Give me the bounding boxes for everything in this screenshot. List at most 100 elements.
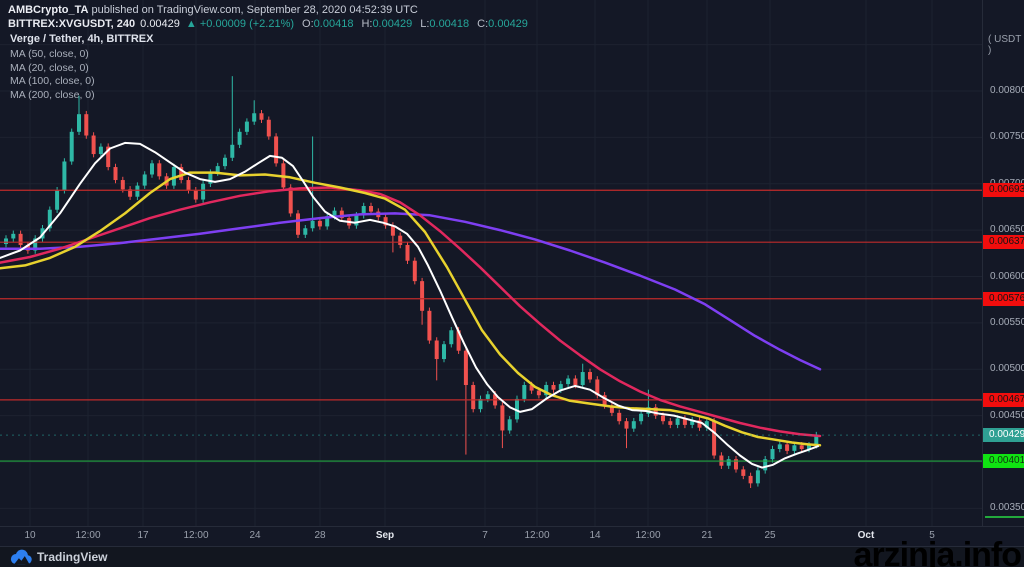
price-axis[interactable]: ( USDT ) 0.008000.007500.007000.006500.0… <box>982 0 1024 526</box>
candle-body <box>500 405 505 431</box>
candle-body <box>624 421 629 429</box>
candle-body <box>390 225 395 236</box>
candle-body <box>383 217 388 226</box>
price-axis-tick: 0.00500 <box>990 363 1024 375</box>
candle-body <box>128 189 133 197</box>
candle-body <box>55 190 60 210</box>
candle-body <box>639 413 644 422</box>
candle-body <box>361 206 366 216</box>
price-axis-tick: 0.00600 <box>990 270 1024 282</box>
candle-body <box>303 228 308 235</box>
candle-body <box>456 330 461 351</box>
candle-body <box>339 210 344 219</box>
candle-body <box>33 238 38 251</box>
legend-ma200[interactable]: MA (200, close, 0) <box>10 88 95 101</box>
ma-line-ma50 <box>0 171 822 447</box>
candle-body <box>442 344 446 360</box>
candle-body <box>595 379 600 396</box>
candle-body <box>412 260 417 282</box>
ohlc-high: H:0.00429 <box>361 18 413 30</box>
legend-ma100[interactable]: MA (100, close, 0) <box>10 75 95 87</box>
candle-body <box>193 190 198 200</box>
candle-body <box>712 421 717 456</box>
candle-body <box>573 378 578 386</box>
price-axis-tick: 0.00750 <box>990 131 1024 143</box>
time-axis-tick: 28 <box>314 530 326 541</box>
candle-body <box>18 233 23 245</box>
candle-body <box>120 180 125 190</box>
candle-body <box>4 238 8 245</box>
candle-body <box>631 421 636 429</box>
candle-body <box>478 398 483 410</box>
candle-body <box>785 444 790 451</box>
candle-body <box>354 215 359 226</box>
ma-line-ma20 <box>0 141 819 469</box>
symbol-name[interactable]: BITTREX:XVGUSDT, 240 <box>8 18 136 30</box>
candle-body <box>266 119 271 137</box>
publish-text: published on TradingView.com, September … <box>88 4 418 16</box>
legend-symbol-title[interactable]: Verge / Tether, 4h, BITTREX <box>10 33 154 45</box>
candle-body <box>427 310 432 341</box>
candle-body <box>244 121 249 132</box>
price-axis-tick: 0.00800 <box>990 85 1024 96</box>
candle-body <box>84 114 89 136</box>
legend-ma20[interactable]: MA (20, close, 0) <box>10 61 89 74</box>
price-axis-tick: 0.00350 <box>990 502 1024 514</box>
candle-body <box>98 146 103 155</box>
ohlc-open: O:0.00418 <box>302 18 354 30</box>
candle-body <box>814 435 819 446</box>
tradingview-logo-icon <box>10 549 32 565</box>
candle-body <box>544 385 549 396</box>
chart-header: AMBCrypto_TA published on TradingView.co… <box>8 4 528 31</box>
time-axis-tick: 14 <box>589 530 601 541</box>
tradingview-brand[interactable]: TradingView <box>10 549 107 565</box>
candle-body <box>690 420 695 425</box>
ma-line-ma100 <box>0 186 822 438</box>
price-axis-underline <box>985 516 1024 519</box>
symbol-info-row: BITTREX:XVGUSDT, 240 0.00429 ▲ +0.00009 (+… <box>8 18 528 31</box>
candle-body <box>106 146 111 168</box>
time-axis-tick: 12:00 <box>524 530 550 541</box>
candle-body <box>770 449 775 460</box>
candle-body <box>777 444 782 450</box>
candle-body <box>135 185 140 197</box>
candle-body <box>208 172 213 184</box>
candle-body <box>91 135 96 155</box>
price-level-label: 0.00467 <box>983 392 1024 407</box>
candle-body <box>558 384 563 390</box>
candle-body <box>668 421 673 425</box>
price-axis-unit-label: ( USDT ) <box>988 34 1022 56</box>
candle-body <box>792 445 797 451</box>
candle-body <box>179 167 184 181</box>
candle-body <box>237 131 242 145</box>
legend-ma50[interactable]: MA (50, close, 0) <box>10 48 89 60</box>
candle-body <box>697 420 702 428</box>
bottom-toolbar: TradingView <box>0 546 1024 567</box>
time-axis[interactable]: 10 12:00 17 12:00 24 28 Sep 7 12:00 14 12:00 21 25 Oc… <box>0 526 1024 547</box>
indicator-legend: Verge / Tether, 4h, BITTREX MA (50, clos… <box>10 33 153 101</box>
candle-body <box>296 213 300 235</box>
price-level-label: 0.00576 <box>983 291 1024 306</box>
candle-body <box>405 244 410 261</box>
price-axis-tick: 0.00450 <box>990 409 1024 421</box>
candle-body <box>259 113 264 120</box>
candle-body <box>675 418 680 425</box>
time-axis-tick: 10 <box>24 530 36 541</box>
candle-body <box>69 131 74 162</box>
time-axis-tick: 12:00 <box>635 530 661 541</box>
candle-body <box>529 385 534 391</box>
candle-body <box>661 415 665 422</box>
candle-body <box>580 372 585 386</box>
ma-line-ma200 <box>0 212 822 371</box>
candle-body <box>77 114 81 132</box>
candle-body <box>186 180 191 191</box>
candle-body <box>113 167 118 181</box>
candle-body <box>274 136 279 164</box>
candle-body <box>142 174 147 186</box>
candle-body <box>150 163 154 175</box>
candle-body <box>157 163 162 177</box>
candle-body <box>522 385 527 399</box>
candle-body <box>551 385 556 390</box>
